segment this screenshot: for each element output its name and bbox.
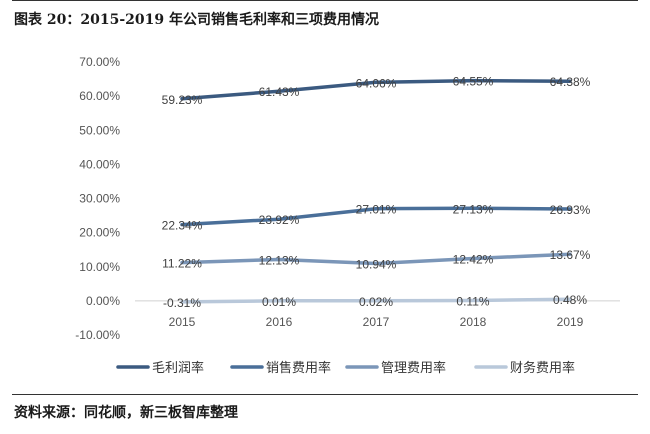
data-label: 12.42% [453, 252, 494, 266]
data-label: 59.23% [162, 93, 203, 107]
figure-title: 图表 20：2015-2019 年公司销售毛利率和三项费用情况 [14, 12, 379, 28]
x-tick-label: 2017 [363, 315, 390, 329]
data-label: 27.01% [356, 203, 397, 217]
x-tick-label: 2018 [460, 315, 487, 329]
data-label: 0.01% [262, 295, 296, 309]
legend-item: 销售费用率 [230, 360, 331, 376]
data-label: 10.94% [356, 258, 397, 272]
data-label: 0.48% [553, 293, 587, 307]
y-tick-label: -10.00% [75, 328, 120, 342]
y-tick-label: 60.00% [79, 89, 120, 103]
y-tick-label: 50.00% [79, 123, 120, 137]
legend-label: 销售费用率 [266, 360, 331, 376]
data-label: -0.31% [163, 296, 201, 310]
x-tick-label: 2019 [557, 315, 584, 329]
y-tick-label: 10.00% [79, 260, 120, 274]
data-label: 27.13% [453, 202, 494, 216]
data-label: 22.34% [162, 219, 203, 233]
data-label: 11.22% [162, 257, 202, 271]
y-tick-label: 40.00% [79, 157, 120, 171]
y-tick-label: 70.00% [79, 55, 120, 69]
legend-item: 管理费用率 [345, 360, 446, 376]
y-tick-label: 20.00% [79, 226, 120, 240]
data-label: 13.67% [550, 248, 591, 262]
x-tick-label: 2016 [266, 315, 293, 329]
data-label: 12.13% [259, 253, 300, 267]
data-label: 61.43% [259, 85, 300, 99]
legend-label: 管理费用率 [381, 360, 446, 376]
line-chart: -10.00% 0.00% 10.00% 20.00% 30.00% 40.00% 50.0… [75, 55, 620, 376]
legend-item: 财务费用率 [474, 360, 575, 376]
data-label: 64.38% [550, 75, 591, 89]
data-label: 23.92% [259, 213, 300, 227]
top-rule [12, 0, 638, 1]
bottom-rule [12, 394, 638, 395]
legend-label: 财务费用率 [510, 360, 575, 376]
x-tick-label: 2015 [169, 315, 196, 329]
legend-label: 毛利润率 [152, 360, 204, 376]
data-label: 0.11% [456, 294, 489, 308]
y-tick-label: 30.00% [79, 192, 120, 206]
y-tick-label: 0.00% [86, 294, 120, 308]
data-label: 64.55% [453, 75, 494, 89]
legend-item: 毛利润率 [116, 360, 204, 376]
source-note: 资料来源：同花顺，新三板智库整理 [14, 405, 238, 421]
data-label: 0.02% [359, 295, 393, 309]
data-label: 26.93% [550, 203, 591, 217]
data-label: 64.06% [356, 76, 397, 90]
